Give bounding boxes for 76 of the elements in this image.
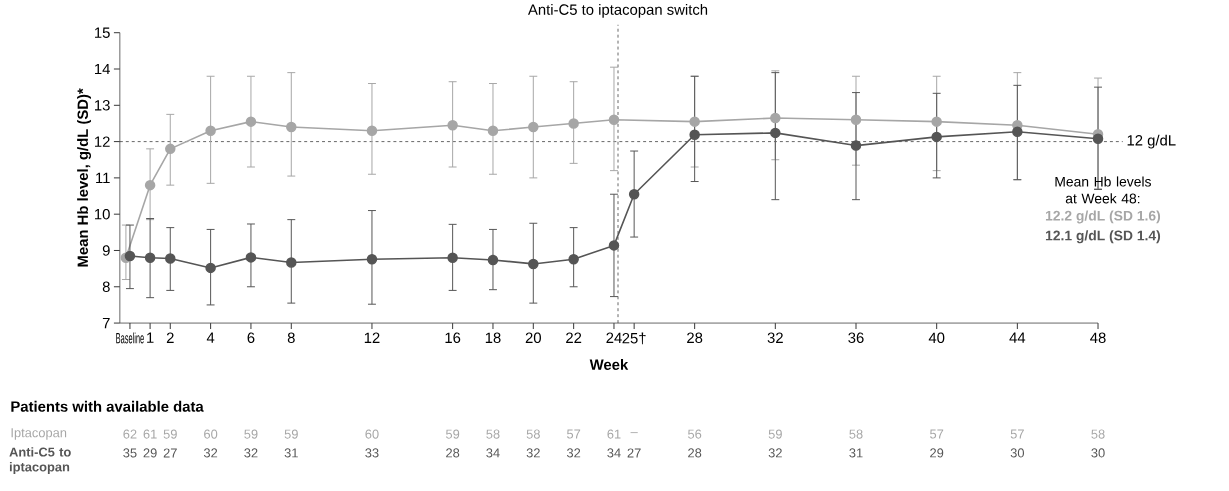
x-tick-label: 36	[848, 332, 864, 344]
text: 30	[1091, 448, 1105, 458]
text: Patients with available data	[11, 401, 204, 412]
text: 27	[627, 448, 641, 458]
x-tick-label: 22	[566, 332, 582, 344]
text: –	[630, 432, 638, 434]
ref-line-label: Anti-C5 to iptacopan switch	[527, 4, 708, 19]
x-tick-label: 32	[767, 332, 783, 344]
text: 59	[768, 429, 782, 439]
text: 30	[1010, 448, 1025, 458]
text: 33	[365, 448, 379, 458]
y-axis-title: Mean Hb level, g/dL (SD)*	[77, 88, 92, 267]
text: 58	[526, 429, 540, 439]
text: 32	[203, 448, 218, 458]
text: 35	[123, 448, 137, 458]
y-tick-label: 14	[95, 64, 110, 75]
x-tick-label: 48	[1090, 332, 1106, 344]
annotation: Mean Hb levels at Week 48:	[1055, 176, 1151, 204]
y-tick-label: 8	[102, 281, 110, 293]
text: 32	[566, 448, 581, 458]
y-tick-label: 10	[95, 209, 110, 220]
text: 59	[445, 429, 460, 439]
x-tick-label: 6	[247, 332, 255, 344]
x-tick-label: 12	[364, 332, 380, 344]
x-tick-label: 8	[287, 332, 295, 344]
text: 32	[244, 448, 258, 458]
y-tick-label: 7	[102, 318, 110, 329]
text: 58	[849, 429, 863, 439]
x-tick-label: 18	[485, 332, 501, 344]
text: 31	[849, 448, 863, 458]
text: 59	[284, 429, 298, 439]
ref-line-label: 12 g/dL	[1127, 134, 1176, 149]
text: 29	[930, 448, 944, 458]
text: 58	[486, 429, 500, 439]
text: 28	[446, 448, 460, 458]
x-tick-label: 40	[928, 332, 945, 344]
x-tick-label: Baseline	[116, 332, 144, 344]
text: Iptacopan	[11, 428, 67, 441]
x-tick-label: 44	[1009, 332, 1026, 343]
text: 28	[688, 448, 702, 458]
x-tick-label: 16	[445, 332, 461, 344]
y-tick-label: 12	[95, 136, 110, 147]
y-tick-label: 13	[95, 100, 110, 111]
x-tick-label: 20	[525, 332, 541, 344]
annotation: 12.2 g/dL (SD 1.6)	[1045, 210, 1161, 224]
text: 60	[365, 429, 379, 439]
text: 61	[607, 429, 621, 439]
x-tick-label: 2	[166, 332, 174, 344]
x-tick-label: 28	[687, 332, 703, 344]
text: 34	[486, 448, 500, 458]
text: 32	[768, 448, 782, 458]
text: 62	[123, 429, 137, 439]
text: 29	[143, 448, 157, 458]
text: 27	[163, 448, 177, 458]
text: 57	[930, 429, 944, 439]
text: 60	[204, 429, 218, 439]
annotation: 12.1 g/dL (SD 1.4)	[1045, 230, 1161, 244]
text: Anti-C5 to iptacopan	[9, 447, 71, 475]
text: 31	[284, 448, 298, 458]
text: 57	[1010, 429, 1024, 439]
text: 34	[607, 448, 621, 458]
text: 57	[566, 429, 581, 439]
x-tick-label: 4	[206, 332, 215, 343]
x-tick-label: 25†	[622, 332, 646, 345]
text: 61	[143, 429, 157, 439]
y-tick-label: 9	[102, 245, 110, 256]
x-tick-label: 24	[606, 332, 622, 344]
x-axis-title: Week	[589, 359, 629, 371]
text: 56	[688, 429, 702, 439]
text: 59	[244, 429, 258, 439]
y-tick-label: 15	[95, 27, 110, 39]
text: 58	[1091, 429, 1105, 439]
x-tick-label: 1	[147, 332, 154, 343]
text: 32	[526, 448, 540, 458]
y-tick-label: 11	[96, 173, 110, 184]
text: 59	[163, 429, 177, 439]
